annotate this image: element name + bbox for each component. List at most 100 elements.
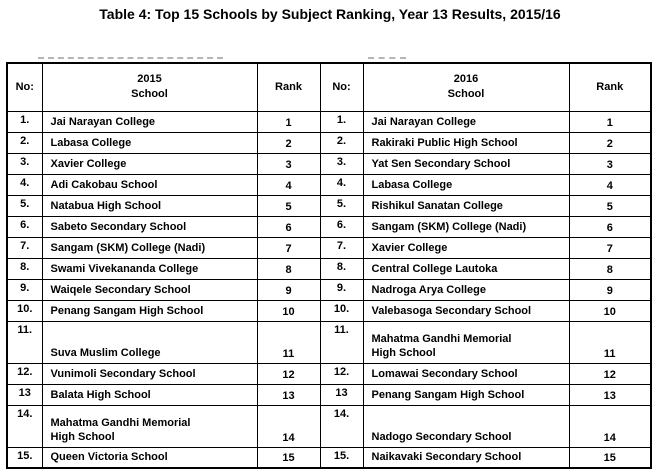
right-no-cell: 4.	[319, 173, 364, 196]
right-school-cell: Central College Lautoka	[362, 257, 570, 280]
table-row: 15. Queen Victoria School 15 15. Naikavaki S…	[6, 446, 652, 469]
rankings-table: No: 2015 School Rank No: 2016 School Ran	[6, 62, 652, 469]
left-school-cell: Queen Victoria School	[41, 446, 258, 469]
right-no-cell: 9.	[319, 278, 364, 301]
header-rank-left-label: Rank	[275, 80, 302, 93]
left-school-cell: Mahatma Gandhi Memorial High School	[41, 404, 258, 448]
header-year-left-label: 2015	[137, 73, 162, 86]
right-school-cell: Penang Sangam High School	[362, 383, 570, 406]
right-rank-cell: 15	[568, 446, 652, 469]
left-no-cell: 10.	[6, 299, 43, 322]
right-school-cell: Valebasoga Secondary School	[362, 299, 570, 322]
right-rank-cell: 5	[568, 194, 652, 217]
right-rank-cell: 10	[568, 299, 652, 322]
right-school-cell: Sangam (SKM) College (Nadi)	[362, 215, 570, 238]
table-row: 12. Vunimoli Secondary School 12 12. Lomawai…	[6, 362, 652, 385]
right-rank-cell: 7	[568, 236, 652, 259]
left-rank-cell: 1	[256, 110, 321, 133]
left-school-cell: Penang Sangam High School	[41, 299, 258, 322]
right-rank-cell: 4	[568, 173, 652, 196]
header-rank-right: Rank	[568, 62, 652, 112]
scan-artifact-left	[38, 57, 223, 59]
right-school-cell: Lomawai Secondary School	[362, 362, 570, 385]
left-no-cell: 15.	[6, 446, 43, 469]
right-school-cell: Jai Narayan College	[362, 110, 570, 133]
right-school-cell: Nadogo Secondary School	[362, 404, 570, 448]
left-no-cell: 2.	[6, 131, 43, 154]
header-row: No: 2015 School Rank No: 2016 School Ran	[6, 62, 652, 112]
right-rank-cell: 3	[568, 152, 652, 175]
right-rank-cell: 8	[568, 257, 652, 280]
header-no-left: No:	[6, 62, 43, 112]
right-rank-cell: 2	[568, 131, 652, 154]
table-row: 2. Labasa College 2 2. Rakiraki Public High …	[6, 131, 652, 154]
left-school-cell: Xavier College	[41, 152, 258, 175]
left-school-cell: Labasa College	[41, 131, 258, 154]
left-no-cell: 1.	[6, 110, 43, 133]
table-title: Table 4: Top 15 Schools by Subject Ranki…	[99, 6, 561, 22]
right-no-cell: 6.	[319, 215, 364, 238]
right-rank-cell: 11	[568, 320, 652, 364]
table-row: 10. Penang Sangam High School 10 10. Valebas…	[6, 299, 652, 322]
header-no-right: No:	[319, 62, 364, 112]
left-school-cell: Suva Muslim College	[41, 320, 258, 364]
right-rank-cell: 13	[568, 383, 652, 406]
left-no-cell: 11.	[6, 320, 43, 364]
left-rank-cell: 9	[256, 278, 321, 301]
header-school-left: 2015 School	[41, 62, 258, 112]
left-rank-cell: 4	[256, 173, 321, 196]
right-rank-cell: 6	[568, 215, 652, 238]
right-school-cell: Rishikul Sanatan College	[362, 194, 570, 217]
right-no-cell: 12.	[319, 362, 364, 385]
table-row: 1. Jai Narayan College 1 1. Jai Narayan Coll…	[6, 110, 652, 133]
left-school-cell: Jai Narayan College	[41, 110, 258, 133]
table-row: 7. Sangam (SKM) College (Nadi) 7 7. Xavier C…	[6, 236, 652, 259]
right-no-cell: 8.	[319, 257, 364, 280]
left-rank-cell: 5	[256, 194, 321, 217]
left-school-cell: Sabeto Secondary School	[41, 215, 258, 238]
left-no-cell: 4.	[6, 173, 43, 196]
right-no-cell: 11.	[319, 320, 364, 364]
right-no-cell: 3.	[319, 152, 364, 175]
left-rank-cell: 2	[256, 131, 321, 154]
left-no-cell: 3.	[6, 152, 43, 175]
left-school-cell: Sangam (SKM) College (Nadi)	[41, 236, 258, 259]
left-no-cell: 8.	[6, 257, 43, 280]
right-no-cell: 2.	[319, 131, 364, 154]
table-row: 9. Waiqele Secondary School 9 9. Nadroga Ary…	[6, 278, 652, 301]
left-no-cell: 5.	[6, 194, 43, 217]
right-no-cell: 7.	[319, 236, 364, 259]
right-no-cell: 15.	[319, 446, 364, 469]
left-school-cell: Adi Cakobau School	[41, 173, 258, 196]
right-no-cell: 14.	[319, 404, 364, 448]
left-school-cell: Vunimoli Secondary School	[41, 362, 258, 385]
header-school-right-label: School	[447, 88, 485, 101]
right-no-cell: 10.	[319, 299, 364, 322]
header-school-right: 2016 School	[362, 62, 570, 112]
right-school-cell: Xavier College	[362, 236, 570, 259]
left-rank-cell: 13	[256, 383, 321, 406]
left-no-cell: 7.	[6, 236, 43, 259]
right-no-cell: 13	[319, 383, 364, 406]
left-no-cell: 14.	[6, 404, 43, 448]
table-row: 8. Swami Vivekananda College 8 8. Central Co…	[6, 257, 652, 280]
left-school-cell: Balata High School	[41, 383, 258, 406]
table-row: 4. Adi Cakobau School 4 4. Labasa College 4	[6, 173, 652, 196]
scan-artifact-right	[368, 57, 406, 59]
left-rank-cell: 8	[256, 257, 321, 280]
table-row: 11. Suva Muslim College 11 11. Mahatma Gandh…	[6, 320, 652, 364]
table-body: 1. Jai Narayan College 1 1. Jai Narayan Coll…	[6, 110, 652, 469]
right-school-cell: Rakiraki Public High School	[362, 131, 570, 154]
header-rank-right-label: Rank	[596, 80, 624, 93]
header-no-right-label: No:	[332, 80, 351, 93]
table-row: 13 Balata High School 13 13 Penang Sangam Hi…	[6, 383, 652, 406]
table-row: 14. Mahatma Gandhi Memorial High School 14…	[6, 404, 652, 448]
right-school-cell: Yat Sen Secondary School	[362, 152, 570, 175]
header-no-left-label: No:	[15, 80, 34, 93]
right-rank-cell: 14	[568, 404, 652, 448]
right-no-cell: 1.	[319, 110, 364, 133]
table-header: No: 2015 School Rank No: 2016 School Ran	[6, 62, 652, 112]
left-school-cell: Swami Vivekananda College	[41, 257, 258, 280]
left-rank-cell: 10	[256, 299, 321, 322]
